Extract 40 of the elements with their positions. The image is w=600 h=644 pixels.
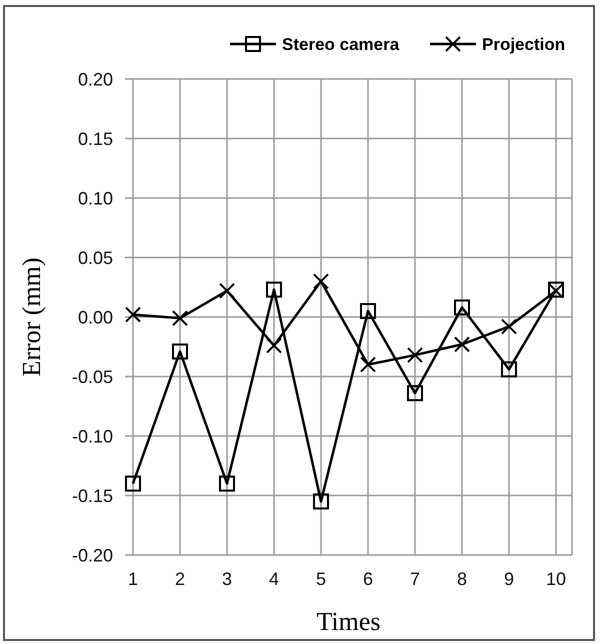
y-tick-label: -0.15 xyxy=(72,486,113,506)
x-tick-label: 4 xyxy=(268,569,280,589)
x-tick-label: 6 xyxy=(362,569,374,589)
y-tick-label: 0.10 xyxy=(78,188,113,208)
y-tick-label: -0.10 xyxy=(72,426,113,446)
y-axis-title: Error (mm) xyxy=(17,257,46,377)
point xyxy=(125,476,141,492)
point xyxy=(313,273,329,290)
x-tick-label: 5 xyxy=(316,569,326,589)
point xyxy=(454,299,470,316)
point xyxy=(125,306,141,323)
point xyxy=(407,347,423,364)
point xyxy=(501,361,517,378)
legend-label: Projection xyxy=(482,34,566,54)
point xyxy=(219,282,235,299)
point xyxy=(360,356,376,373)
point xyxy=(172,344,188,360)
point xyxy=(313,493,329,510)
y-tick-label: -0.05 xyxy=(72,366,113,387)
y-tick-label: 0.20 xyxy=(78,69,113,90)
x-tick-label: 2 xyxy=(174,569,186,589)
y-tick-label: 0.00 xyxy=(78,307,113,328)
y-tick-label: 0.05 xyxy=(78,248,113,268)
point xyxy=(407,385,423,402)
point xyxy=(266,282,282,298)
x-tick-label: 9 xyxy=(504,569,514,589)
legend-label: Stereo camera xyxy=(282,34,400,54)
x-axis-title: Times xyxy=(316,607,381,636)
y-tick-label: -0.20 xyxy=(72,545,113,566)
point xyxy=(219,476,235,492)
point xyxy=(360,303,376,320)
x-tick-label: 7 xyxy=(410,569,420,589)
x-tick-label: 10 xyxy=(546,569,566,589)
x-tick-label: 1 xyxy=(128,569,138,589)
point xyxy=(454,336,470,352)
x-tick-label: 8 xyxy=(456,569,468,589)
point xyxy=(172,310,188,326)
x-tick-label: 3 xyxy=(222,569,232,589)
point xyxy=(501,318,517,335)
y-tick-label: 0.15 xyxy=(78,128,113,149)
